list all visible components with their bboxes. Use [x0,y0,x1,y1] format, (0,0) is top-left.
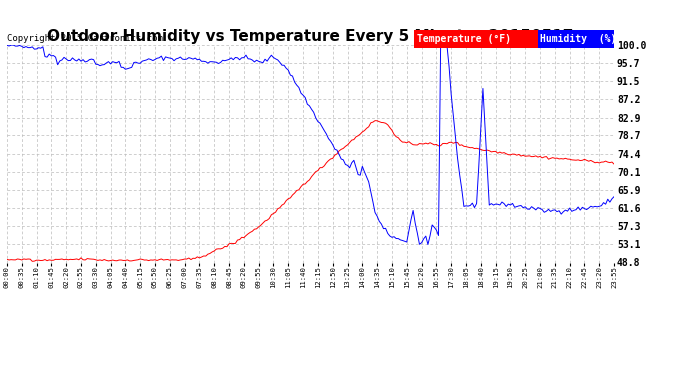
Text: Temperature (°F): Temperature (°F) [417,34,511,44]
Text: Humidity  (%): Humidity (%) [540,34,617,44]
Text: Copyright 2015 Cartronics.com: Copyright 2015 Cartronics.com [7,34,163,43]
Title: Outdoor Humidity vs Temperature Every 5 Minutes 20150517: Outdoor Humidity vs Temperature Every 5 … [48,29,573,44]
